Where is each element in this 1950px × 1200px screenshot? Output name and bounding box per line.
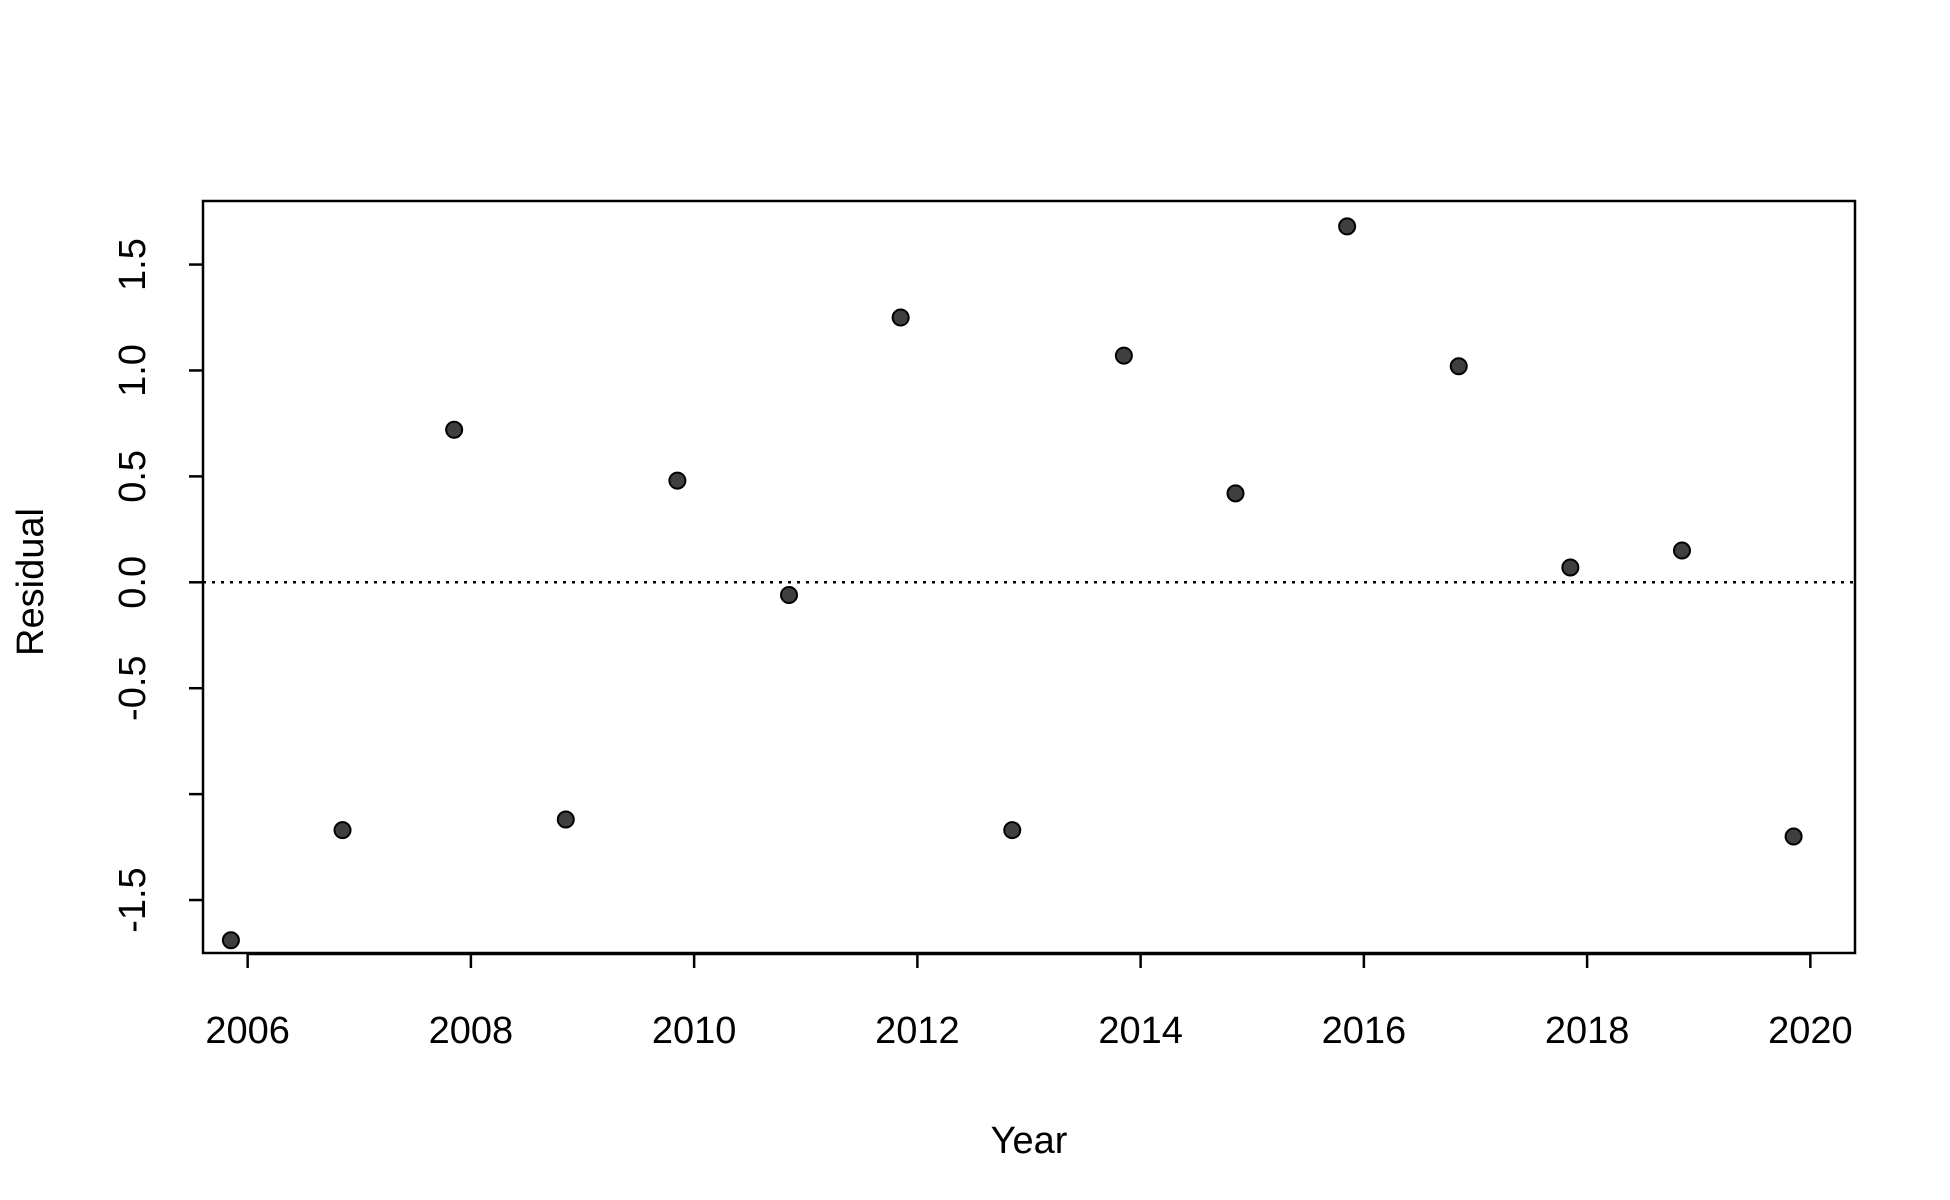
y-axis: -1.5 -0.5 0.0 0.5 1.0 1.5 bbox=[112, 238, 203, 933]
scatter-point bbox=[333, 821, 352, 840]
y-tick-label: -1.5 bbox=[112, 867, 154, 932]
x-tick-label: 2012 bbox=[875, 1010, 960, 1052]
scatter-point bbox=[445, 420, 464, 439]
scatter-point bbox=[1672, 541, 1691, 560]
scatter-point bbox=[221, 931, 240, 950]
scatter-point bbox=[1114, 346, 1133, 365]
x-tick-label: 2018 bbox=[1545, 1010, 1630, 1052]
y-tick-label: 0.0 bbox=[112, 556, 154, 609]
data-points bbox=[221, 217, 1803, 950]
scatter-point bbox=[556, 810, 575, 829]
y-tick-label: 1.5 bbox=[112, 238, 154, 291]
scatter-point bbox=[1449, 357, 1468, 376]
scatter-point bbox=[891, 308, 910, 327]
y-tick-label: -0.5 bbox=[112, 655, 154, 720]
x-tick-label: 2010 bbox=[652, 1010, 737, 1052]
scatter-point bbox=[1784, 827, 1803, 846]
scatter-point bbox=[1561, 558, 1580, 577]
x-tick-label: 2020 bbox=[1768, 1010, 1853, 1052]
x-tick-label: 2014 bbox=[1098, 1010, 1183, 1052]
scatter-point bbox=[668, 471, 687, 490]
scatter-point bbox=[1003, 821, 1022, 840]
scatter-point bbox=[1338, 217, 1357, 236]
y-tick-label: 1.0 bbox=[112, 344, 154, 397]
x-axis: 2006 2008 2010 2012 2014 2016 2018 2020 bbox=[205, 952, 1853, 1052]
scatter-point bbox=[1226, 484, 1245, 503]
plot-area-frame bbox=[201, 199, 1857, 955]
x-tick-label: 2006 bbox=[205, 1010, 290, 1052]
x-axis-title: Year bbox=[991, 1120, 1068, 1162]
scatter-point bbox=[780, 586, 799, 605]
x-tick-label: 2008 bbox=[429, 1010, 514, 1052]
y-axis-title: Residual bbox=[10, 508, 52, 656]
y-tick-label: 0.5 bbox=[112, 450, 154, 503]
x-tick-label: 2016 bbox=[1322, 1010, 1407, 1052]
